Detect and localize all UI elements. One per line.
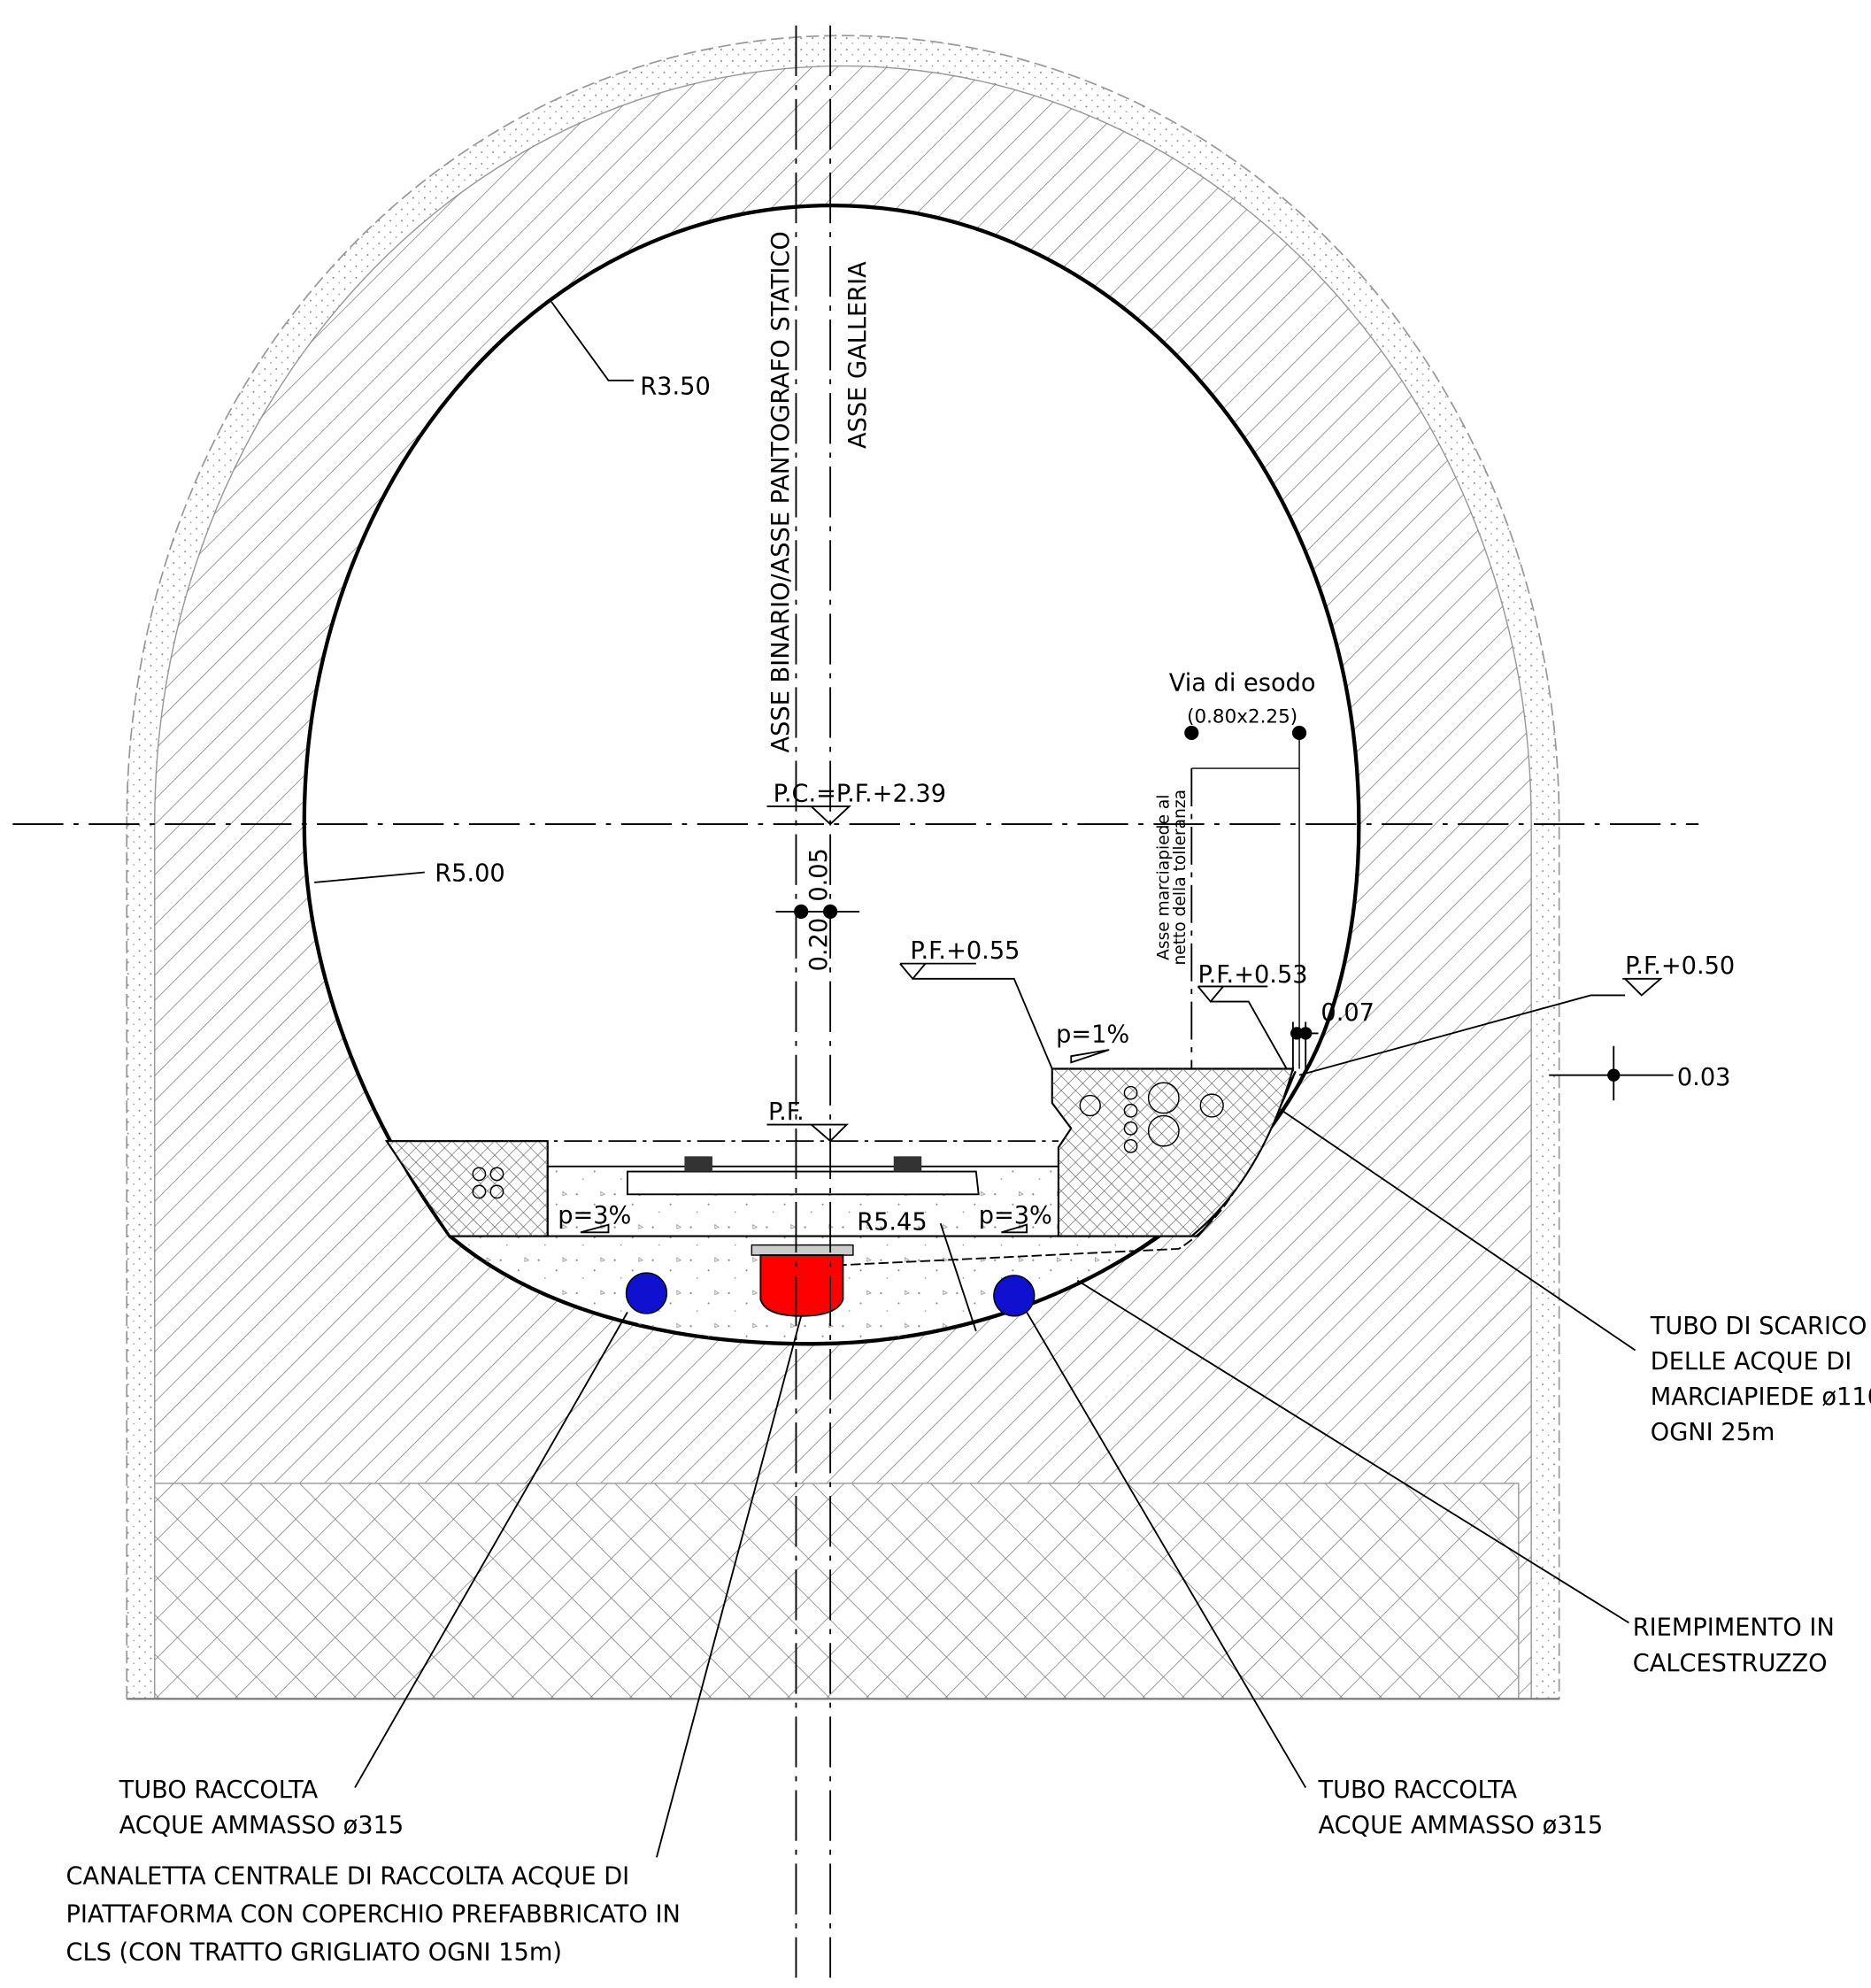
callout: TUBO RACCOLTA [119, 1776, 319, 1804]
slope-label: p=1% [1056, 1021, 1129, 1048]
dimension-label: 0.05 [805, 848, 833, 902]
callout: CALCESTRUZZO [1633, 1650, 1828, 1677]
callout: MARCIAPIEDE ø110 [1651, 1383, 1871, 1411]
dimension-label: 0.20 [805, 918, 833, 972]
level-label: P.F. [768, 1098, 805, 1126]
callout: CANALETTA CENTRALE DI RACCOLTA ACQUE DI [65, 1862, 629, 1890]
callout: ACQUE AMMASSO ø315 [119, 1812, 404, 1839]
axis-label: ASSE GALLERIA [844, 261, 872, 449]
callout: TUBO RACCOLTA [1318, 1776, 1518, 1804]
callout: RIEMPIMENTO IN [1633, 1614, 1835, 1642]
escape-title: Via di esodo [1169, 670, 1316, 697]
page: R3.50 R5.00 R5.45 ASSE BINARIO/ASSE PANT… [0, 0, 1871, 1988]
escape-size: (0.80x2.25) [1187, 705, 1297, 728]
drain-pipe [627, 1273, 667, 1314]
callout: DELLE ACQUE DI [1651, 1348, 1852, 1375]
level-label: P.C.=P.F.+2.39 [774, 780, 946, 807]
slope-label: p=3% [979, 1202, 1052, 1229]
slope-label: p=3% [558, 1202, 631, 1229]
callout: OGNI 25m [1651, 1419, 1775, 1446]
dimension-label: 0.07 [1320, 999, 1374, 1027]
level-label: P.F.+0.50 [1625, 952, 1735, 980]
drain-pipe [994, 1275, 1035, 1316]
tunnel-section: R3.50 R5.00 R5.45 ASSE BINARIO/ASSE PANT… [0, 0, 1871, 1988]
callout: CLS (CON TRATTO GRIGLIATO OGNI 15m) [65, 1938, 561, 1966]
callout: ACQUE AMMASSO ø315 [1319, 1812, 1604, 1839]
level-label: P.F.+0.53 [1197, 961, 1307, 989]
callout: TUBO DI SCARICO [1650, 1313, 1867, 1340]
axis-label: ASSE BINARIO/ASSE PANTOGRAFO STATICO [767, 231, 795, 752]
radius-label: R5.00 [435, 860, 504, 888]
axis-label: netto della tolleranza [1171, 790, 1190, 966]
radius-label: R3.50 [640, 374, 710, 401]
dimension-label: 0.03 [1677, 1064, 1731, 1091]
callout: PIATTAFORMA CON COPERCHIO PREFABBRICATO … [65, 1900, 680, 1928]
level-label: P.F.+0.55 [910, 937, 1020, 965]
radius-label: R5.45 [857, 1208, 927, 1236]
